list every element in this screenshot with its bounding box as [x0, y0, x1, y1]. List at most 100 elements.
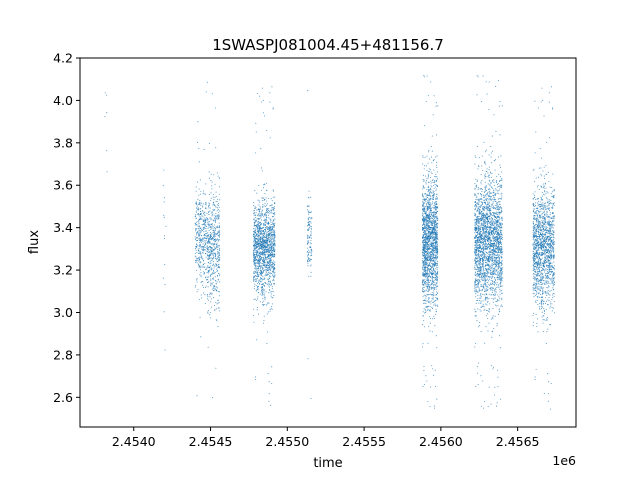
data-point: [260, 233, 262, 236]
data-point: [478, 325, 480, 327]
data-point: [425, 256, 427, 258]
data-point: [197, 248, 199, 250]
data-point: [264, 248, 267, 250]
data-point: [253, 212, 255, 215]
data-point: [218, 222, 220, 224]
data-point: [424, 157, 426, 159]
data-point: [198, 241, 200, 244]
data-point: [254, 298, 256, 300]
data-point: [268, 208, 270, 210]
data-point: [272, 219, 275, 221]
data-point: [265, 226, 268, 228]
data-point: [486, 304, 488, 306]
data-point: [208, 221, 210, 223]
data-point: [216, 238, 219, 240]
data-point: [209, 226, 212, 228]
data-point: [266, 234, 268, 236]
data-point: [254, 266, 256, 268]
data-point: [218, 263, 220, 265]
data-point: [274, 214, 276, 216]
data-point: [432, 198, 434, 200]
data-point: [486, 185, 488, 187]
data-point: [196, 246, 198, 248]
data-point: [267, 239, 269, 241]
data-point: [267, 258, 269, 260]
data-point: [202, 237, 204, 239]
data-point: [495, 214, 497, 216]
data-point: [273, 250, 275, 252]
data-point: [270, 231, 272, 233]
data-point: [271, 209, 273, 211]
data-point: [269, 259, 271, 261]
data-point: [202, 206, 204, 208]
data-point: [204, 253, 207, 255]
data-point: [207, 223, 209, 225]
data-point: [431, 213, 433, 215]
data-point: [431, 173, 433, 175]
data-point: [219, 210, 221, 212]
data-point: [428, 252, 431, 254]
data-point: [269, 289, 271, 291]
data-point: [211, 93, 213, 95]
data-point: [203, 250, 205, 252]
data-point: [264, 282, 266, 284]
data-point: [258, 228, 260, 230]
data-point: [253, 254, 255, 256]
data-point: [430, 202, 432, 204]
data-point: [263, 236, 265, 238]
data-point: [216, 287, 219, 289]
data-point: [205, 249, 207, 251]
data-point: [270, 234, 272, 236]
data-point: [253, 210, 255, 212]
data-point: [432, 266, 434, 268]
data-point: [273, 235, 275, 237]
data-point: [433, 249, 435, 251]
data-point: [271, 250, 273, 252]
data-point: [211, 267, 213, 269]
data-point: [432, 201, 434, 203]
data-point: [195, 279, 198, 281]
data-point: [430, 238, 432, 240]
data-point: [198, 148, 200, 150]
data-point: [309, 225, 311, 227]
data-point: [426, 203, 428, 206]
data-point: [217, 246, 219, 248]
data-point: [210, 259, 212, 261]
data-point: [424, 281, 427, 283]
data-point: [434, 277, 436, 279]
data-point: [164, 349, 166, 351]
data-point: [209, 296, 211, 298]
data-point: [436, 225, 438, 227]
data-point: [432, 368, 434, 370]
data-point: [423, 320, 425, 322]
data-point: [433, 244, 435, 246]
data-point: [270, 259, 272, 261]
data-point: [215, 220, 217, 222]
data-point: [259, 217, 261, 220]
data-point: [432, 221, 434, 224]
data-point: [199, 259, 201, 261]
data-point: [257, 286, 259, 288]
data-point: [255, 225, 257, 227]
data-point: [428, 285, 430, 287]
data-point: [199, 179, 201, 181]
data-point: [263, 244, 265, 246]
data-point: [436, 219, 438, 221]
data-point: [435, 190, 437, 192]
data-point: [422, 210, 424, 212]
data-point: [209, 231, 211, 233]
data-point: [213, 257, 215, 259]
data-point: [423, 308, 425, 310]
data-point: [427, 255, 429, 257]
data-point: [427, 283, 429, 285]
data-point: [260, 272, 262, 275]
data-point: [270, 229, 272, 231]
data-point: [428, 240, 430, 243]
data-point: [434, 219, 436, 221]
data-point: [478, 276, 480, 278]
data-point: [254, 206, 256, 208]
data-point: [205, 226, 208, 228]
data-point: [210, 173, 212, 175]
data-point: [203, 237, 205, 239]
data-point: [273, 271, 275, 273]
